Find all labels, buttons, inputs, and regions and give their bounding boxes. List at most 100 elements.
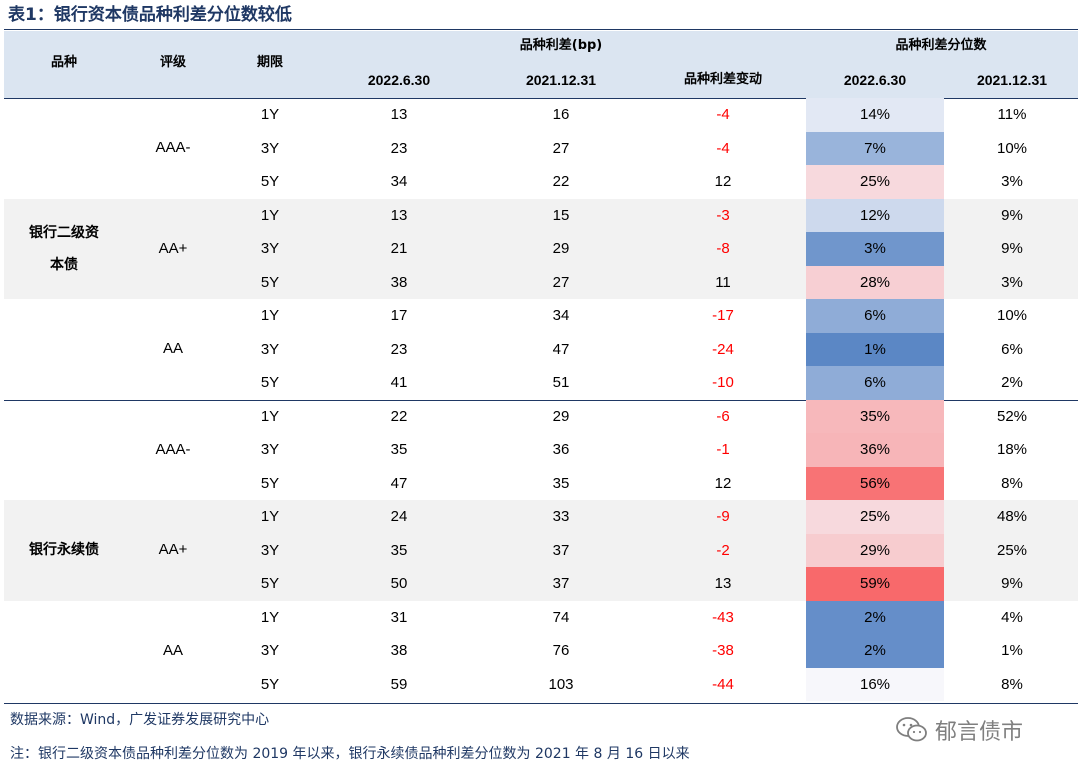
spread-2021-cell: 22 <box>552 173 570 190</box>
percentile-2021-cell: 9% <box>1001 206 1023 224</box>
rating-label: AAA- <box>155 139 191 156</box>
percentile-heat-cell <box>806 433 944 467</box>
table-header: 品种 评级 期限 品种利差(bp) 2022.6.30 2021.12.31 品… <box>4 31 1078 99</box>
percentile-2022-cell: 28% <box>859 273 891 291</box>
term-cell: 5Y <box>260 474 280 492</box>
term-cell: 3Y <box>260 441 280 458</box>
percentile-2021-cell: 6% <box>1001 340 1023 358</box>
term-cell: 3Y <box>260 340 280 358</box>
percentile-heat-cell <box>806 634 944 668</box>
percentile-2022-cell: 12% <box>859 206 891 224</box>
percentile-2021-cell: 11% <box>997 106 1027 123</box>
percentile-heat-cell <box>806 533 944 567</box>
spread-2022-cell: 17 <box>390 307 408 324</box>
percentile-heat-cell <box>806 466 944 500</box>
spread-change-cell: -4 <box>716 106 730 123</box>
term-cell: 1Y <box>260 307 280 324</box>
percentile-2021-cell: 10% <box>996 307 1028 324</box>
watermark-text: 郁言债市 <box>935 720 1024 745</box>
spread-2022-cell: 24 <box>390 508 408 525</box>
percentile-heat-cell <box>806 567 944 601</box>
spread-change-cell: -6 <box>716 407 730 425</box>
term-cell: 3Y <box>260 139 280 157</box>
header-rating: 评级 <box>159 55 186 70</box>
spread-2021-cell: 27 <box>552 139 570 157</box>
rating-label: AA+ <box>158 239 188 257</box>
percentile-2022-cell: 2% <box>864 608 886 626</box>
spread-2022-cell: 23 <box>390 340 408 358</box>
table-row: 1Y 31 74 -43 2% 4% <box>4 600 1078 634</box>
percentile-heat-cell <box>806 131 944 165</box>
spread-2022-cell: 13 <box>390 206 408 224</box>
table-row: 3Y 23 47 -24 1% 6% <box>4 332 1078 366</box>
spread-2021-cell: 29 <box>552 407 570 425</box>
spread-change-cell: -38 <box>712 642 734 659</box>
percentile-heat-cell <box>806 232 944 266</box>
rating-label: AA <box>162 340 183 357</box>
spread-2021-cell: 36 <box>552 441 570 458</box>
term-cell: 5Y <box>260 575 280 592</box>
term-cell: 1Y <box>260 206 280 224</box>
percentile-heat-cell <box>806 265 944 299</box>
spread-2022-cell: 59 <box>390 675 408 693</box>
spread-2022-cell: 34 <box>390 173 408 190</box>
spread-change-cell: -1 <box>716 441 730 458</box>
spread-change-cell: -2 <box>716 541 730 559</box>
table-row: 5Y 34 22 12 25% 3% <box>4 165 1078 199</box>
term-cell: 5Y <box>260 374 280 391</box>
term-cell: 3Y <box>260 240 280 257</box>
percentile-heat-cell <box>806 198 944 232</box>
spread-change-cell: -3 <box>716 206 730 224</box>
spread-2022-cell: 35 <box>390 441 408 458</box>
variety-label-line: 银行永续债 <box>29 542 99 559</box>
spread-2022-cell: 35 <box>390 541 408 559</box>
percentile-heat-cell <box>806 600 944 634</box>
spread-2021-cell: 15 <box>552 206 570 224</box>
term-cell: 3Y <box>260 642 280 659</box>
spread-2022-cell: 13 <box>390 106 408 123</box>
percentile-2021-cell: 4% <box>1001 608 1023 626</box>
spread-change-cell: -8 <box>716 240 730 257</box>
percentile-heat-cell <box>806 98 944 132</box>
watermark: 郁言债市 <box>895 713 1023 747</box>
table-row: 3Y 21 29 -8 3% 9% <box>4 232 1078 266</box>
spread-change-cell: -17 <box>712 307 734 324</box>
percentile-2022-cell: 6% <box>864 374 886 391</box>
header-spread-group: 品种利差(bp) <box>519 38 603 53</box>
percentile-2021-cell: 10% <box>996 139 1028 157</box>
term-cell: 5Y <box>260 675 280 693</box>
spread-change-cell: -9 <box>716 508 730 525</box>
percentile-2022-cell: 25% <box>859 173 891 190</box>
percentile-2022-cell: 59% <box>859 575 891 592</box>
percentile-2022-cell: 29% <box>859 541 891 559</box>
percentile-2021-cell: 3% <box>1001 273 1023 291</box>
percentile-2021-cell: 25% <box>996 541 1028 559</box>
percentile-2022-cell: 14% <box>859 106 891 123</box>
term-cell: 1Y <box>260 407 280 425</box>
term-cell: 5Y <box>260 173 280 190</box>
wechat-icon <box>896 717 927 742</box>
spread-2021-cell: 103 <box>548 675 574 693</box>
percentile-2021-cell: 8% <box>1001 675 1023 693</box>
percentile-2021-cell: 18% <box>996 441 1028 458</box>
spread-change-cell: 11 <box>715 273 731 291</box>
header-spread-date2: 2021.12.31 <box>525 72 597 88</box>
spread-2022-cell: 21 <box>390 240 408 257</box>
term-cell: 1Y <box>260 508 280 525</box>
percentile-2021-cell: 9% <box>1001 240 1023 257</box>
spread-change-cell: 12 <box>714 474 732 492</box>
spread-2021-cell: 74 <box>552 608 570 626</box>
term-cell: 1Y <box>260 106 280 123</box>
spread-2021-cell: 37 <box>552 541 570 559</box>
percentile-2022-cell: 25% <box>859 508 891 525</box>
variety-label: 银行永续债 <box>4 534 124 566</box>
spread-2022-cell: 23 <box>390 139 408 157</box>
percentile-2021-cell: 48% <box>996 508 1028 525</box>
percentile-2022-cell: 35% <box>859 407 891 425</box>
spread-2022-cell: 31 <box>390 608 408 626</box>
header-term: 期限 <box>256 55 283 70</box>
rating-label: AA <box>162 641 183 659</box>
term-cell: 5Y <box>260 273 280 291</box>
spread-change-cell: -10 <box>712 374 734 391</box>
header-pct-date2: 2021.12.31 <box>976 72 1048 88</box>
